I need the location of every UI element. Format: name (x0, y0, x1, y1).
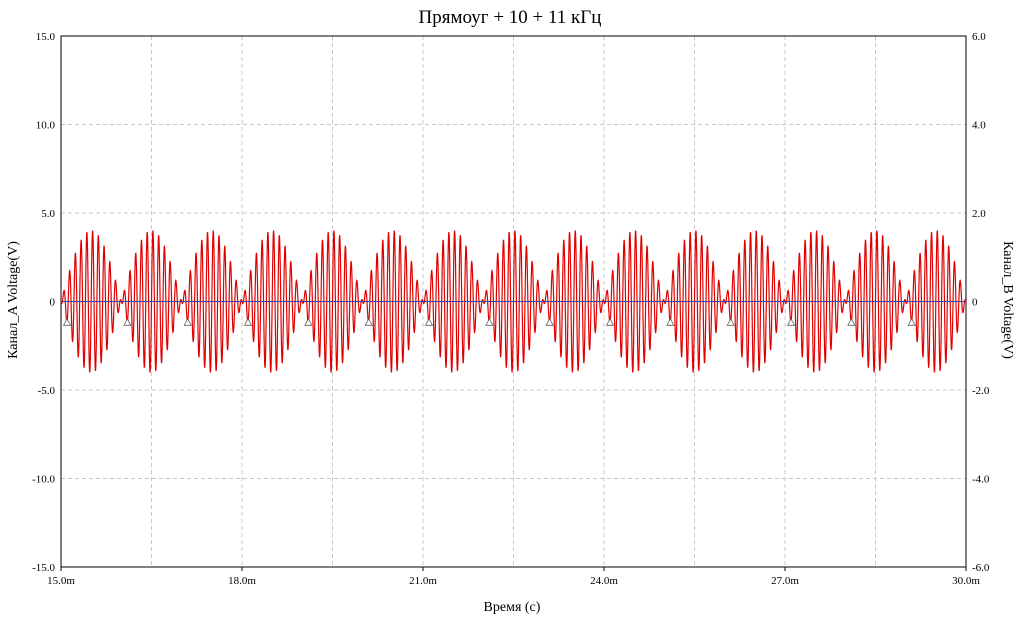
y-tick-label-right: 2.0 (972, 208, 986, 220)
y-axis-label-left: Канал_A Voltage(V) (6, 241, 21, 359)
y-tick-label-left: 10.0 (36, 120, 56, 132)
series-kanal-a-marker (62, 317, 72, 326)
series-kanal-a-marker (545, 317, 554, 326)
x-tick-label: 27.0m (771, 575, 799, 587)
series-kanal-a-markers (62, 317, 916, 326)
x-tick-label: 24.0m (590, 575, 618, 587)
y-tick-label-left: -15.0 (32, 562, 55, 574)
series-kanal-a-marker (243, 317, 253, 326)
x-tick-label: 18.0m (228, 575, 256, 587)
y-tick-label-right: 0 (972, 297, 978, 309)
x-axis-label: Время (с) (484, 600, 541, 615)
y-tick-label-right: 6.0 (972, 31, 986, 43)
x-tick-label: 30.0m (952, 575, 980, 587)
series-kanal-a-marker (424, 317, 434, 326)
series-kanal-a-marker (786, 317, 796, 326)
series-kanal-a-marker (364, 317, 373, 326)
series-kanal-a-marker (485, 317, 494, 326)
series-kanal-a-marker (847, 317, 856, 326)
y-tick-label-right: -4.0 (972, 474, 990, 486)
y-tick-label-right: -6.0 (972, 562, 990, 574)
series-kanal-a-marker (666, 317, 675, 326)
y-tick-label-left: 15.0 (36, 31, 56, 43)
x-tick-label: 15.0m (47, 575, 75, 587)
series-kanal-a-marker (605, 317, 615, 326)
y-tick-label-right: 4.0 (972, 120, 986, 132)
chart-title: Прямоуг + 10 + 11 кГц (419, 7, 602, 28)
y-tick-label-left: -5.0 (38, 385, 56, 397)
y-tick-label-left: -10.0 (32, 474, 55, 486)
series-kanal-a-marker (183, 317, 192, 326)
y-tick-label-right: -2.0 (972, 385, 990, 397)
series-kanal-a-marker (123, 317, 132, 326)
y-tick-label-left: 5.0 (41, 208, 55, 220)
y-axis-label-right: Канал_B Voltage(V) (1000, 241, 1015, 359)
series-kanal-a-marker (907, 317, 916, 326)
tick-labels: 15.0m 18.0m 21.0m 24.0m 27.0m 30.0m 15.0 10.0 5.… (32, 31, 990, 587)
series-kanal-a-marker (304, 317, 313, 326)
x-tick-label: 21.0m (409, 575, 437, 587)
series-kanal-a-marker (726, 317, 735, 326)
y-tick-label-left: 0 (50, 297, 56, 309)
